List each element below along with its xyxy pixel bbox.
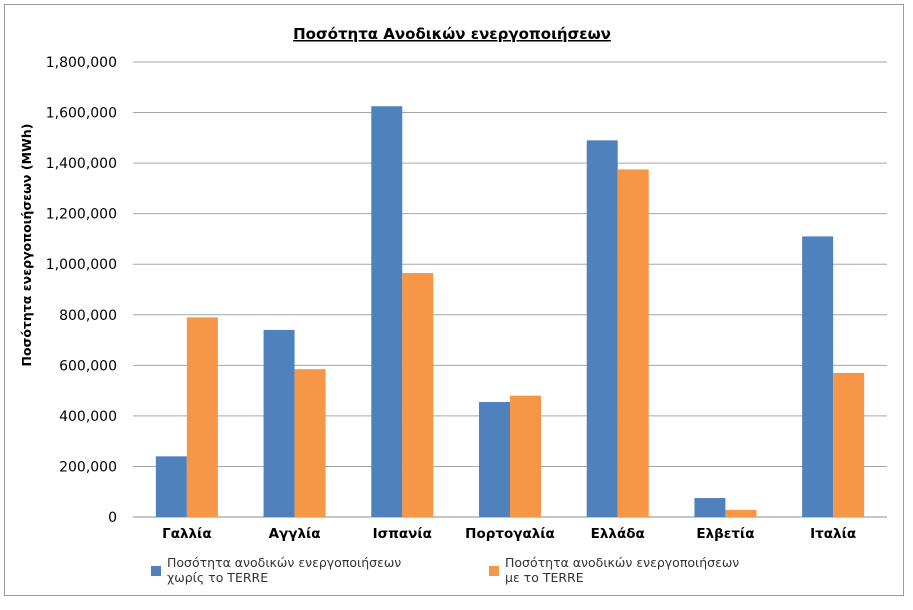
- y-tick-label: 1,800,000: [46, 55, 117, 71]
- bar-without-terre: [802, 236, 834, 517]
- legend-swatch: [489, 566, 499, 576]
- bar-with-terre: [725, 509, 757, 517]
- x-tick-label: Αγγλία: [269, 526, 321, 542]
- x-tick-label: Ιταλία: [810, 526, 856, 542]
- bar-without-terre: [155, 456, 187, 517]
- legend-swatch: [151, 566, 161, 576]
- y-tick-label: 1,000,000: [46, 257, 117, 273]
- legend-label: Ποσότητα ανοδικών ενεργοποιήσεων: [167, 555, 401, 570]
- x-axis-ticks: Γαλλία Αγγλία Ισπανία Πορτογαλία Ελλάδα Ελβετ…: [162, 526, 856, 542]
- bar-without-terre: [371, 106, 403, 517]
- y-tick-label: 200,000: [59, 459, 117, 475]
- x-tick-label: Γαλλία: [162, 526, 212, 542]
- bar-chart: Ποσότητα Ανοδικών ενεργοποιήσεων Ποσότητ…: [19, 25, 887, 585]
- x-tick-label: Ελβετία: [696, 526, 754, 542]
- bar-without-terre: [479, 401, 510, 517]
- chart-title: Ποσότητα Ανοδικών ενεργοποιήσεων: [293, 25, 611, 43]
- y-axis-ticks: 0 200,000 400,000 600,000 800,000 1,000,000 1,…: [46, 55, 117, 526]
- chart-frame: Ποσότητα Ανοδικών ενεργοποιήσεων Ποσότητ…: [4, 4, 904, 596]
- bar-with-terre: [510, 395, 541, 517]
- legend-label: χωρίς το TERRE: [167, 570, 268, 585]
- bars: [155, 106, 865, 518]
- legend-label: Ποσότητα ανοδικών ενεργοποιήσεων: [505, 555, 739, 570]
- bar-without-terre: [586, 140, 618, 517]
- bar-without-terre: [263, 329, 295, 517]
- y-axis-label: Ποσότητα ενεργοποιήσεων (MWh): [19, 124, 34, 367]
- y-tick-label: 0: [108, 510, 117, 526]
- legend-label: με το TERRE: [505, 570, 584, 585]
- y-tick-label: 1,200,000: [46, 207, 117, 223]
- bar-with-terre: [294, 369, 326, 517]
- gridlines: [133, 61, 887, 518]
- x-tick-label: Πορτογαλία: [465, 526, 555, 542]
- x-tick-label: Ελλάδα: [591, 526, 645, 542]
- x-tick-label: Ισπανία: [373, 526, 432, 542]
- bar-with-terre: [402, 273, 434, 517]
- y-tick-label: 800,000: [59, 308, 117, 324]
- bar-with-terre: [833, 372, 865, 517]
- bar-with-terre: [186, 317, 218, 517]
- bar-without-terre: [694, 498, 726, 517]
- bar-with-terre: [617, 169, 649, 518]
- y-tick-label: 400,000: [59, 409, 117, 425]
- y-tick-label: 600,000: [59, 358, 117, 374]
- y-tick-label: 1,400,000: [46, 156, 117, 172]
- y-tick-label: 1,600,000: [46, 106, 117, 122]
